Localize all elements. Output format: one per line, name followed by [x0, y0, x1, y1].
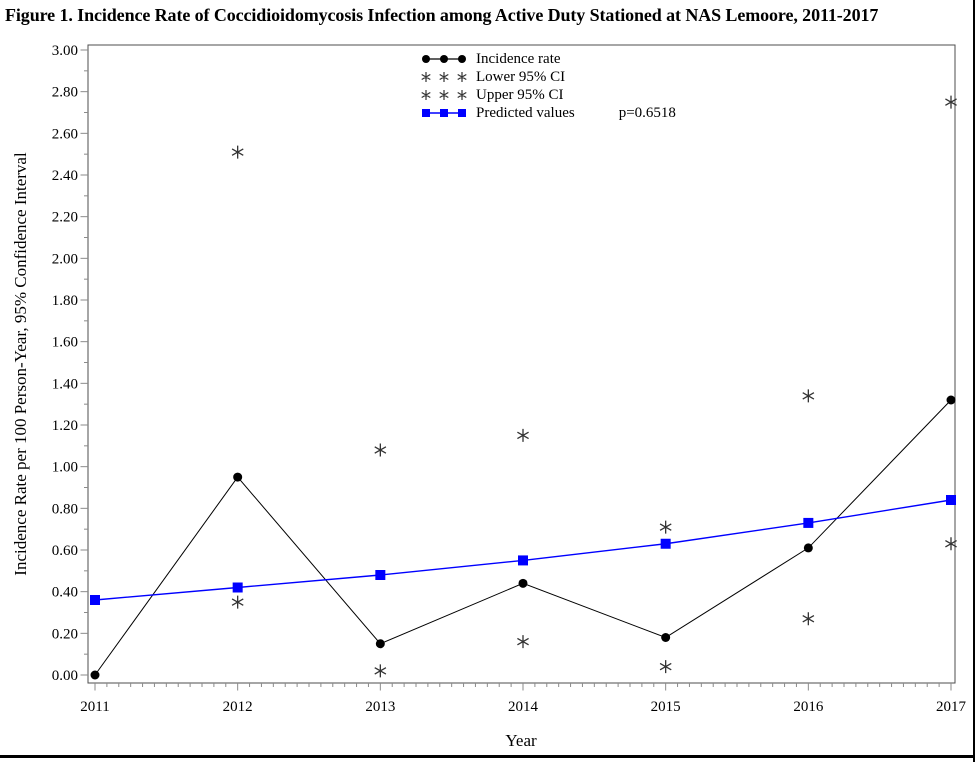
legend-row-lower-ci: Lower 95% CI [421, 68, 676, 86]
y-tick-label: 2.40 [52, 168, 78, 184]
x-tick-label: 2016 [793, 699, 824, 715]
legend-label-predicted: Predicted values [476, 104, 575, 121]
legend-row-incidence: Incidence rate [421, 50, 676, 68]
y-tick-label: 3.00 [52, 43, 78, 59]
y-tick-label: 0.80 [52, 501, 78, 517]
y-tick-label: 2.20 [52, 210, 78, 226]
upper-ci-marker [945, 95, 957, 109]
incidence-point [233, 472, 243, 482]
y-tick-label: 1.60 [52, 335, 78, 351]
y-tick-label: 0.60 [52, 543, 78, 559]
x-tick-label: 2014 [508, 699, 539, 715]
right-border-line [973, 0, 975, 762]
predicted-point [90, 595, 100, 605]
y-tick-label: 0.20 [52, 626, 78, 642]
x-tick-label: 2017 [936, 699, 967, 715]
y-tick-label: 2.60 [52, 126, 78, 142]
legend-row-predicted: Predicted values p=0.6518 [421, 104, 676, 122]
incidence-point [90, 670, 100, 680]
x-tick-label: 2011 [80, 699, 109, 715]
upper-ci-marker [517, 428, 529, 442]
lower-ci-marker [374, 664, 387, 678]
x-tick-label: 2015 [651, 699, 681, 715]
y-tick-label: 1.20 [52, 418, 78, 434]
incidence-point [803, 543, 813, 553]
figure-title: Figure 1. Incidence Rate of Coccidioidom… [5, 5, 879, 25]
incidence-point [518, 578, 528, 588]
bottom-border-line [0, 755, 975, 758]
plot-frame [87, 44, 956, 684]
y-tick-label: 1.40 [52, 376, 78, 392]
legend-label-upper-ci: Upper 95% CI [476, 86, 564, 103]
y-tick-label: 2.00 [52, 251, 78, 267]
lower-ci-marker [659, 660, 672, 674]
upper-ci-marker [374, 443, 387, 457]
incidence-point [375, 639, 385, 649]
x-tick-label: 2012 [223, 699, 253, 715]
predicted-point [375, 570, 386, 580]
y-tick-label: 1.00 [52, 460, 78, 476]
incidence-rate-marker-icon [422, 55, 466, 63]
y-axis-label: Incidence Rate per 100 Person-Year, 95% … [11, 152, 30, 576]
x-axis-label: Year [505, 731, 537, 750]
upper-ci-marker [659, 520, 672, 534]
legend-label-incidence: Incidence rate [476, 50, 561, 67]
legend-row-upper-ci: Upper 95% CI [421, 86, 676, 104]
lower-ci-marker [945, 537, 957, 551]
legend-label-lower-ci: Lower 95% CI [476, 68, 566, 85]
incidence-point [946, 395, 956, 405]
upper-ci-marker [231, 145, 244, 159]
upper-ci-asterisk-icon [421, 90, 467, 100]
upper-ci-marker [802, 389, 815, 403]
predicted-point [803, 517, 814, 528]
lower-ci-marker [517, 635, 529, 649]
predicted-point [232, 582, 243, 593]
predicted-point [518, 555, 528, 566]
predicted-values-marker-icon [422, 109, 466, 117]
x-tick-label: 2013 [365, 699, 395, 715]
y-tick-label: 0.00 [52, 668, 78, 684]
predicted-point [946, 495, 956, 505]
lower-ci-marker [802, 612, 815, 626]
incidence-point [661, 633, 671, 642]
y-tick-label: 1.80 [52, 293, 78, 309]
y-tick-label: 0.40 [52, 585, 78, 601]
lower-ci-marker [231, 595, 244, 609]
p-value-annotation: p=0.6518 [618, 104, 676, 121]
predicted-point [660, 538, 671, 549]
lower-ci-asterisk-icon [421, 72, 467, 82]
legend: Incidence rate Lower 95% CI Upper 95% CI… [421, 50, 676, 122]
y-tick-label: 2.80 [52, 85, 78, 101]
